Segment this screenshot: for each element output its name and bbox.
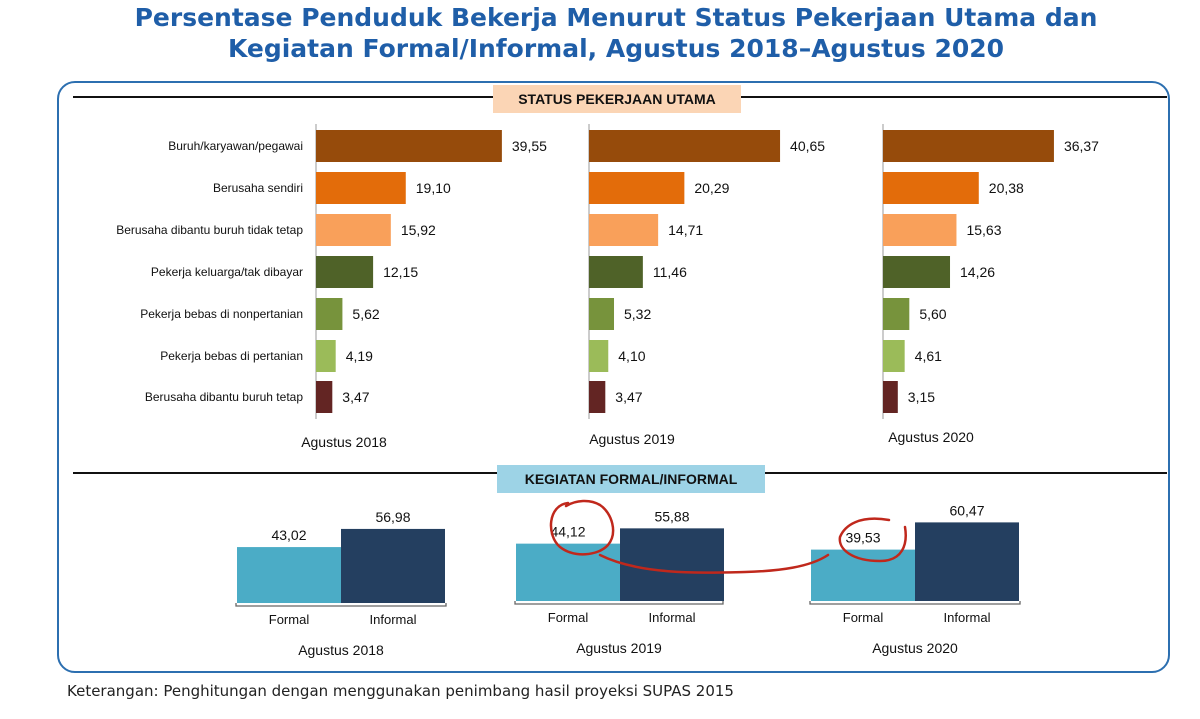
value-label-agustus-2020-4: 14,26 xyxy=(960,264,995,280)
value-label-agustus-2019-informal: 55,88 xyxy=(654,508,689,524)
category-label-berusaha-dibantu-buruh-tetap: Berusaha dibantu buruh tetap xyxy=(145,390,303,404)
category-label-agustus-2019-informal: Informal xyxy=(649,610,696,625)
annotation-circle-2019 xyxy=(549,499,615,556)
value-label-agustus-2020-1: 36,37 xyxy=(1064,138,1099,154)
formal-chart: 43,02 Formal 56,98 Informal Agustus 2018 44,1… xyxy=(235,499,1021,658)
bar-agustus-2018-pekerja-bebas-di-nonpertanian xyxy=(316,298,343,330)
value-label-agustus-2020-3: 15,63 xyxy=(966,222,1001,238)
value-label-agustus-2020-2: 20,38 xyxy=(989,180,1024,196)
annotation-connector xyxy=(598,553,830,574)
category-label-berusaha-sendiri: Berusaha sendiri xyxy=(213,181,303,195)
panel-label-agustus-2019: Agustus 2019 xyxy=(589,431,675,447)
value-label-agustus-2018-formal: 43,02 xyxy=(271,527,306,543)
bar-agustus-2019-formal xyxy=(516,543,620,601)
bar-agustus-2018-pekerja-bebas-di-pertanian xyxy=(316,340,336,372)
bar-agustus-2020-berusaha-dibantu-buruh-tidak-tetap xyxy=(883,214,957,246)
bar-agustus-2019-pekerja-bebas-di-pertanian xyxy=(589,340,609,372)
category-label-agustus-2020-formal: Formal xyxy=(843,610,884,625)
category-label-pekerja-bebas-di-nonpertanian: Pekerja bebas di nonpertanian xyxy=(140,307,303,321)
value-label-agustus-2018-1: 39,55 xyxy=(512,138,547,154)
title-line-1: Persentase Penduduk Bekerja Menurut Stat… xyxy=(134,3,1098,32)
bar-agustus-2020-berusaha-dibantu-buruh-tetap xyxy=(883,381,898,413)
value-label-agustus-2019-formal: 44,12 xyxy=(550,524,585,540)
value-label-agustus-2019-5: 5,32 xyxy=(624,306,651,322)
value-label-agustus-2020-informal: 60,47 xyxy=(949,502,984,518)
value-label-agustus-2019-7: 3,47 xyxy=(615,389,642,405)
value-label-agustus-2019-1: 40,65 xyxy=(790,138,825,154)
panel-bracket-agustus-2020 xyxy=(809,601,1021,605)
bar-agustus-2018-berusaha-sendiri xyxy=(316,172,406,204)
bar-agustus-2019-buruh-karyawan-pegawai xyxy=(589,130,781,162)
panel-bracket-agustus-2019 xyxy=(514,601,724,605)
category-label-agustus-2020-informal: Informal xyxy=(944,610,991,625)
status-chart: Buruh/karyawan/pegawai Berusaha sendiri Be… xyxy=(116,124,1099,450)
value-label-agustus-2018-7: 3,47 xyxy=(342,389,369,405)
value-label-agustus-2019-6: 4,10 xyxy=(618,348,645,364)
category-label-agustus-2018-informal: Informal xyxy=(370,612,417,627)
panel-label-agustus-2020: Agustus 2020 xyxy=(888,429,974,445)
value-label-agustus-2019-2: 20,29 xyxy=(694,180,729,196)
bar-agustus-2019-pekerja-keluarga-tak-dibayar xyxy=(589,256,643,288)
bar-agustus-2019-berusaha-dibantu-buruh-tidak-tetap xyxy=(589,214,659,246)
value-label-agustus-2018-6: 4,19 xyxy=(346,348,373,364)
panel-label-agustus-2020: Agustus 2020 xyxy=(872,640,958,656)
value-label-agustus-2018-informal: 56,98 xyxy=(375,509,410,525)
chart-title: Persentase Penduduk Bekerja Menurut Stat… xyxy=(0,2,1200,64)
bar-agustus-2020-berusaha-sendiri xyxy=(883,172,979,204)
value-label-agustus-2018-5: 5,62 xyxy=(352,306,379,322)
bar-agustus-2020-buruh-karyawan-pegawai xyxy=(883,130,1054,162)
panel-label-agustus-2018: Agustus 2018 xyxy=(298,642,384,658)
bar-agustus-2020-pekerja-bebas-di-nonpertanian xyxy=(883,298,910,330)
bar-agustus-2019-berusaha-dibantu-buruh-tetap xyxy=(589,381,606,413)
bar-agustus-2018-formal xyxy=(237,547,341,603)
bar-agustus-2018-pekerja-keluarga-tak-dibayar xyxy=(316,256,374,288)
panel-label-agustus-2019: Agustus 2019 xyxy=(576,640,662,656)
value-label-agustus-2020-formal: 39,53 xyxy=(845,530,880,546)
value-label-agustus-2020-6: 4,61 xyxy=(915,348,942,364)
bar-agustus-2020-informal xyxy=(915,522,1019,601)
chart-frame xyxy=(57,81,1170,673)
value-label-agustus-2018-4: 12,15 xyxy=(383,264,418,280)
value-label-agustus-2019-3: 14,71 xyxy=(668,222,703,238)
bar-agustus-2019-informal xyxy=(620,528,724,601)
title-line-2: Kegiatan Formal/Informal, Agustus 2018–A… xyxy=(227,34,1005,63)
footnote: Keterangan: Penghitungan dengan mengguna… xyxy=(67,682,734,700)
panel-label-agustus-2018: Agustus 2018 xyxy=(301,434,387,450)
bar-agustus-2020-pekerja-bebas-di-pertanian xyxy=(883,340,905,372)
value-label-agustus-2020-7: 3,15 xyxy=(908,389,935,405)
value-label-agustus-2020-5: 5,60 xyxy=(919,306,946,322)
value-label-agustus-2018-3: 15,92 xyxy=(401,222,436,238)
bar-agustus-2019-berusaha-sendiri xyxy=(589,172,685,204)
category-label-berusaha-dibantu-buruh-tidak-tetap: Berusaha dibantu buruh tidak tetap xyxy=(116,223,303,237)
annotation-circle-2020 xyxy=(838,517,907,563)
bar-agustus-2019-pekerja-bebas-di-nonpertanian xyxy=(589,298,615,330)
bar-agustus-2018-informal xyxy=(341,528,445,603)
bar-agustus-2018-berusaha-dibantu-buruh-tetap xyxy=(316,381,333,413)
panel-bracket-agustus-2018 xyxy=(235,603,447,607)
value-label-agustus-2018-2: 19,10 xyxy=(416,180,451,196)
value-label-agustus-2019-4: 11,46 xyxy=(653,264,687,280)
bar-agustus-2020-pekerja-keluarga-tak-dibayar xyxy=(883,256,951,288)
status-section-label: STATUS PEKERJAAN UTAMA xyxy=(493,85,741,113)
bar-agustus-2018-berusaha-dibantu-buruh-tidak-tetap xyxy=(316,214,391,246)
category-label-agustus-2018-formal: Formal xyxy=(269,612,310,627)
formal-section-label: KEGIATAN FORMAL/INFORMAL xyxy=(497,465,765,493)
category-label-pekerja-bebas-di-pertanian: Pekerja bebas di pertanian xyxy=(160,349,303,363)
category-label-buruh-karyawan-pegawai: Buruh/karyawan/pegawai xyxy=(168,139,303,153)
category-label-agustus-2019-formal: Formal xyxy=(548,610,589,625)
category-label-pekerja-keluarga-tak-dibayar: Pekerja keluarga/tak dibayar xyxy=(151,265,303,279)
bar-agustus-2018-buruh-karyawan-pegawai xyxy=(316,130,502,162)
